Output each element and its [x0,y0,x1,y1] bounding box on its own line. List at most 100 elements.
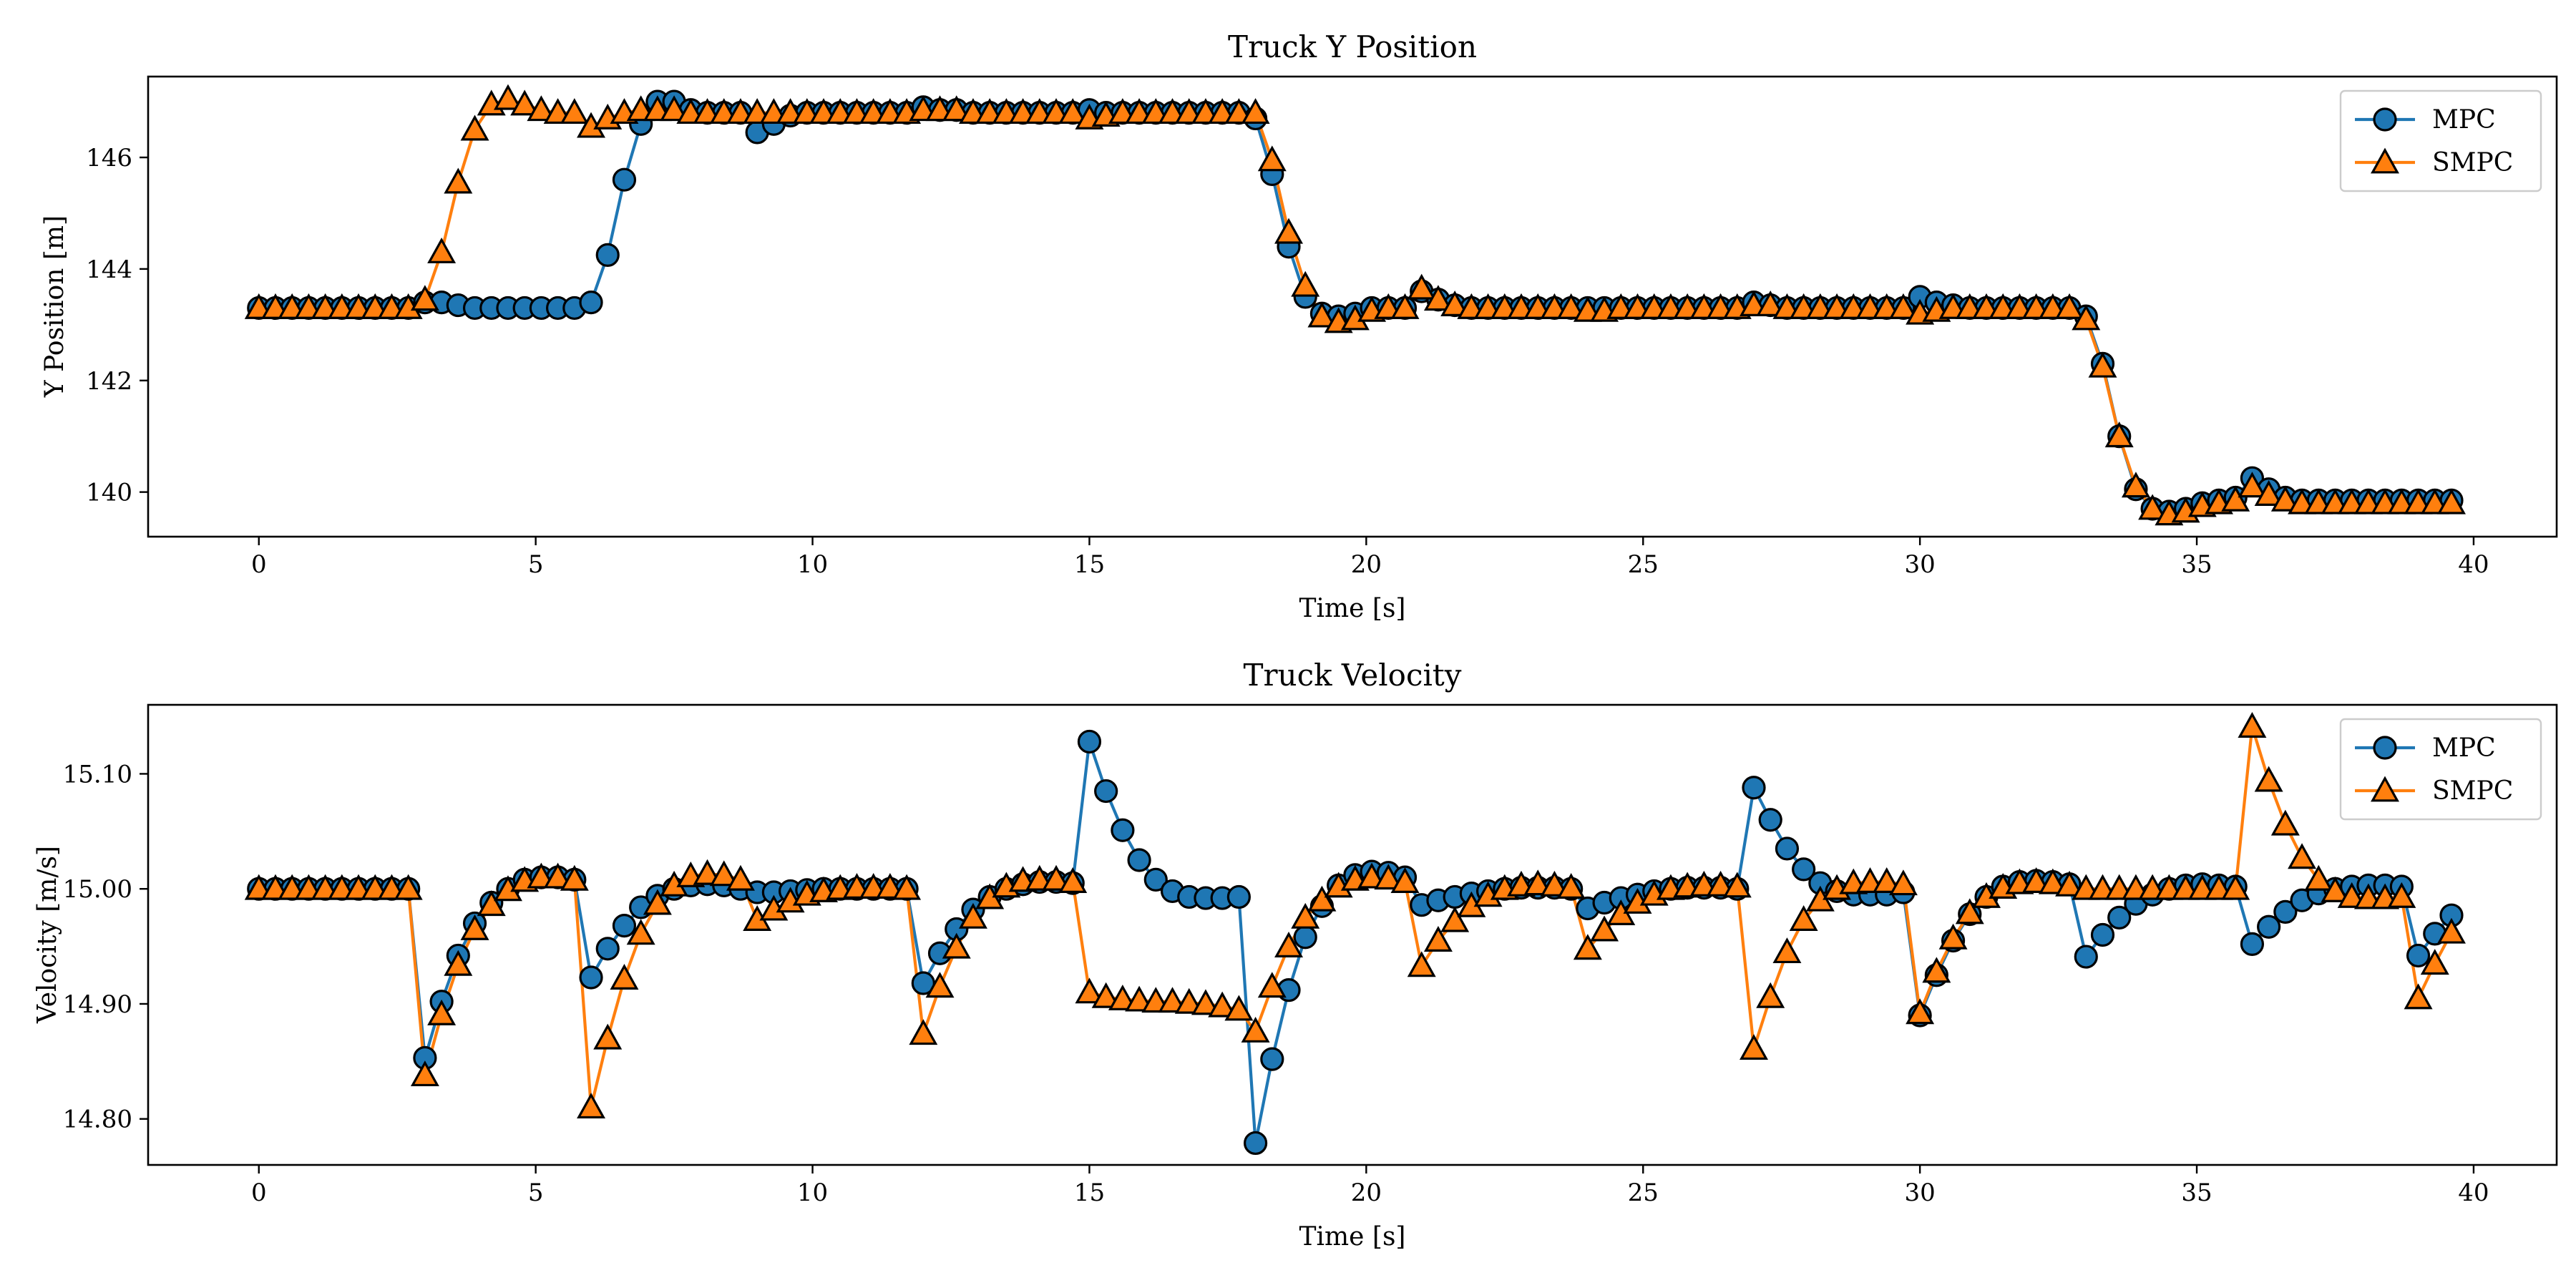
series-markers-smpc [244,84,2466,526]
data-point [1922,957,1951,983]
data-point [875,873,904,899]
data-point [2055,293,2084,319]
data-point [1888,869,1918,896]
data-point [2121,472,2150,498]
data-point [427,999,457,1025]
data-point [1789,905,1818,932]
data-point [2090,922,2115,947]
legend-marker [2371,147,2399,174]
velocity-plot: Truck Velocity Time [s] Velocity [m/s] 0… [33,658,2558,1252]
legend: MPC SMPC [2339,89,2542,192]
x-tick-label: 0 [251,550,267,579]
series-markers-smpc [244,711,2466,1119]
x-tick-label: 0 [251,1179,267,1207]
data-point [1955,898,1984,924]
data-point [1573,934,1602,960]
data-point [1241,98,1270,125]
data-point [1423,285,1453,311]
data-point [1374,864,1403,890]
data-point [1523,869,1553,896]
data-point [1291,270,1320,297]
x-tick-label: 20 [1351,550,1382,579]
data-point [1143,867,1168,892]
position-plot: Truck Y Position Time [s] Y Position [m]… [40,29,2558,623]
data-point [1756,982,1785,1008]
data-point [1556,873,1586,899]
legend-marker [2373,736,2397,760]
data-point [2404,983,2433,1010]
data-point [1440,906,1470,932]
data-point [1775,836,1800,861]
x-tick-label: 40 [2458,550,2489,579]
y-axis-label: Velocity [m/s] [33,846,62,1024]
data-point [1872,867,1901,893]
data-point [2072,304,2101,331]
data-point [1423,925,1453,952]
data-point [560,864,589,891]
data-point [1906,998,1935,1025]
data-point [2288,843,2317,869]
data-point [958,902,987,929]
data-point [2387,882,2416,908]
data-point [1058,98,1088,125]
data-point [1307,301,1337,328]
y-tick-label: 14.90 [63,990,132,1019]
x-tick-label: 40 [2458,1179,2489,1207]
data-point [1224,995,1254,1021]
data-point [925,972,955,998]
data-point [1257,145,1287,172]
data-point [444,167,473,194]
data-point [1243,1131,1268,1156]
x-tick-label: 35 [2181,550,2212,579]
data-point [527,95,556,122]
x-tick-label: 25 [1628,1179,1659,1207]
data-point [2270,809,2300,836]
y-axis-label: Y Position [m] [40,215,69,398]
data-point [2088,351,2117,378]
legend-item-smpc: SMPC [2355,776,2513,806]
data-point [1241,1016,1270,1043]
data-point [1293,925,1317,950]
data-point [1407,273,1436,300]
data-point [1208,991,1237,1018]
data-point [394,874,423,900]
data-point [2406,943,2431,968]
data-point [1108,984,1137,1010]
data-point [1722,872,1752,898]
data-point [2104,421,2134,448]
data-point [942,95,971,122]
data-point [2074,945,2098,969]
y-tick-label: 146 [86,144,132,172]
data-point [1260,1047,1284,1071]
series-group [244,711,2466,1156]
data-point [1174,987,1204,1014]
data-point [543,862,572,889]
data-point [2437,488,2466,514]
chart-title: Truck Y Position [1228,29,1477,64]
legend-label: SMPC [2432,776,2513,806]
data-point [579,291,603,315]
plot-frame [147,703,2558,1166]
x-tick-label: 30 [1905,550,1936,579]
data-point [2038,868,2067,894]
x-tick-label: 15 [1074,1179,1105,1207]
data-point [1357,862,1387,889]
x-axis-label: Time [s] [1299,1222,1406,1252]
data-point [1058,867,1088,893]
legend-item-smpc: SMPC [2355,147,2513,177]
data-point [477,890,506,917]
data-point [1042,864,1070,891]
data-point [1274,218,1303,244]
legend-marker [2373,107,2397,132]
legend-item-mpc: MPC [2355,733,2496,763]
series-group [244,84,2466,526]
data-point [2321,876,2350,902]
data-point [2238,711,2267,738]
data-point [693,859,722,885]
data-point [2273,899,2298,924]
data-point [643,889,672,915]
data-point [626,919,655,945]
data-point [1390,867,1420,893]
data-point [2337,882,2366,908]
data-point [1091,982,1121,1008]
